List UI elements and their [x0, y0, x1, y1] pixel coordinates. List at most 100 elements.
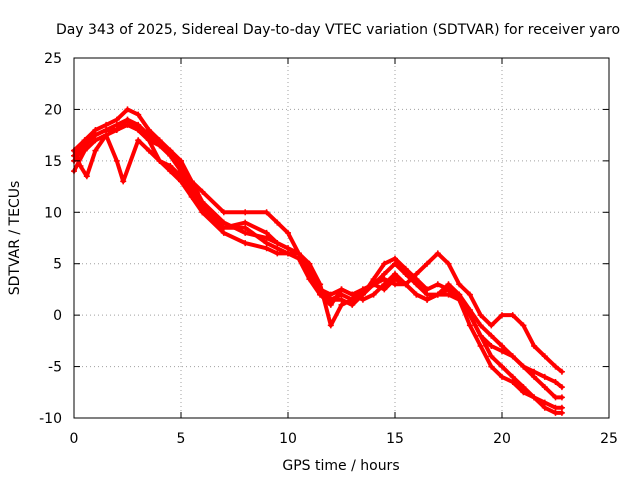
data-point-plus	[541, 353, 548, 360]
data-point-plus	[103, 132, 110, 139]
data-point-plus	[135, 121, 142, 128]
data-point-plus	[413, 291, 420, 298]
data-point-plus	[274, 219, 281, 226]
y-tick-label: 20	[44, 102, 62, 118]
data-point-plus	[499, 343, 505, 349]
data-point-plus	[456, 281, 463, 288]
data-point-plus	[188, 193, 195, 200]
x-tick-label: 5	[177, 431, 186, 447]
data-point-plus	[359, 291, 366, 298]
data-point-plus	[349, 291, 356, 298]
data-point-plus	[242, 229, 249, 236]
data-point-plus	[285, 250, 291, 257]
series-line	[72, 117, 564, 400]
data-point-plus	[434, 250, 441, 257]
data-point-plus	[145, 132, 152, 139]
data-point-plus	[81, 147, 88, 154]
data-point-plus	[156, 142, 163, 149]
data-point-plus	[456, 291, 463, 298]
data-point-plus	[178, 163, 184, 169]
data-point-plus	[124, 121, 131, 128]
data-point-plus	[92, 132, 99, 139]
data-point-plus	[92, 137, 99, 144]
data-point-plus	[113, 157, 120, 164]
y-tick-label: 25	[44, 51, 62, 67]
data-point-plus	[541, 384, 548, 391]
data-point-plus	[558, 368, 565, 375]
data-point-plus	[370, 291, 377, 298]
y-tick-label: -10	[39, 411, 62, 427]
plot-frame	[73, 57, 610, 419]
data-point-plus	[477, 322, 484, 329]
data-point-plus	[477, 332, 484, 339]
data-point-plus	[124, 106, 131, 113]
data-point-plus	[145, 137, 152, 144]
data-point-plus	[531, 394, 538, 401]
data-point-plus	[77, 163, 84, 169]
data-point-plus	[402, 281, 409, 288]
y-axis-label: SDTVAR / TECUs	[7, 181, 23, 296]
data-point-plus	[466, 291, 473, 298]
data-point-plus	[295, 250, 302, 257]
y-tick-label: 10	[44, 205, 62, 221]
grid-lines	[74, 58, 609, 418]
data-point-plus	[531, 343, 538, 349]
data-point-plus	[135, 137, 142, 144]
data-point-plus	[424, 291, 431, 298]
data-point-plus	[199, 188, 206, 195]
data-point-plus	[381, 260, 388, 267]
data-point-plus	[413, 271, 420, 277]
data-point-plus	[220, 229, 227, 236]
data-point-plus	[488, 363, 495, 370]
data-point-plus	[145, 127, 152, 133]
data-point-plus	[167, 147, 174, 154]
data-point-plus	[124, 116, 131, 123]
data-point-plus	[402, 271, 409, 277]
data-point-plus	[488, 343, 495, 349]
data-point-plus	[541, 373, 548, 380]
data-point-plus	[242, 240, 249, 247]
data-series	[71, 106, 565, 416]
data-point-plus	[456, 296, 463, 303]
data-point-plus	[445, 260, 452, 267]
x-tick-label: 0	[70, 431, 79, 447]
data-point-plus	[558, 394, 565, 401]
data-point-plus	[541, 399, 548, 406]
data-point-plus	[349, 301, 356, 308]
chart-title: Day 343 of 2025, Sidereal Day-to-day VTE…	[56, 22, 620, 38]
x-tick-label: 10	[279, 431, 297, 447]
data-point-plus	[263, 245, 270, 252]
data-point-plus	[499, 373, 505, 380]
data-point-plus	[145, 147, 152, 154]
y-tick-label: 0	[53, 308, 62, 324]
data-point-plus	[552, 404, 559, 411]
data-point-plus	[113, 127, 120, 133]
data-point-plus	[509, 353, 516, 360]
data-point-plus	[327, 322, 334, 329]
data-point-plus	[381, 276, 388, 283]
data-point-plus	[558, 409, 565, 416]
data-point-plus	[477, 312, 484, 319]
data-point-plus	[552, 379, 559, 385]
data-point-plus	[349, 296, 356, 303]
data-point-plus	[327, 291, 334, 298]
data-point-plus	[381, 271, 388, 277]
data-point-plus	[509, 373, 516, 380]
data-point-plus	[434, 281, 441, 288]
data-point-plus	[558, 384, 565, 391]
data-point-plus	[520, 384, 527, 391]
data-point-plus	[424, 286, 431, 293]
data-point-plus	[220, 209, 227, 216]
data-point-plus	[488, 322, 495, 329]
data-point-plus	[167, 163, 174, 169]
data-point-plus	[488, 332, 495, 339]
data-point-plus	[392, 281, 398, 288]
data-point-plus	[531, 373, 538, 380]
data-point-plus	[445, 291, 452, 298]
data-point-plus	[381, 281, 388, 288]
data-point-plus	[520, 363, 527, 370]
data-point-plus	[477, 343, 484, 349]
data-point-plus	[178, 178, 184, 185]
data-point-plus	[83, 173, 90, 180]
data-point-plus	[242, 224, 249, 231]
